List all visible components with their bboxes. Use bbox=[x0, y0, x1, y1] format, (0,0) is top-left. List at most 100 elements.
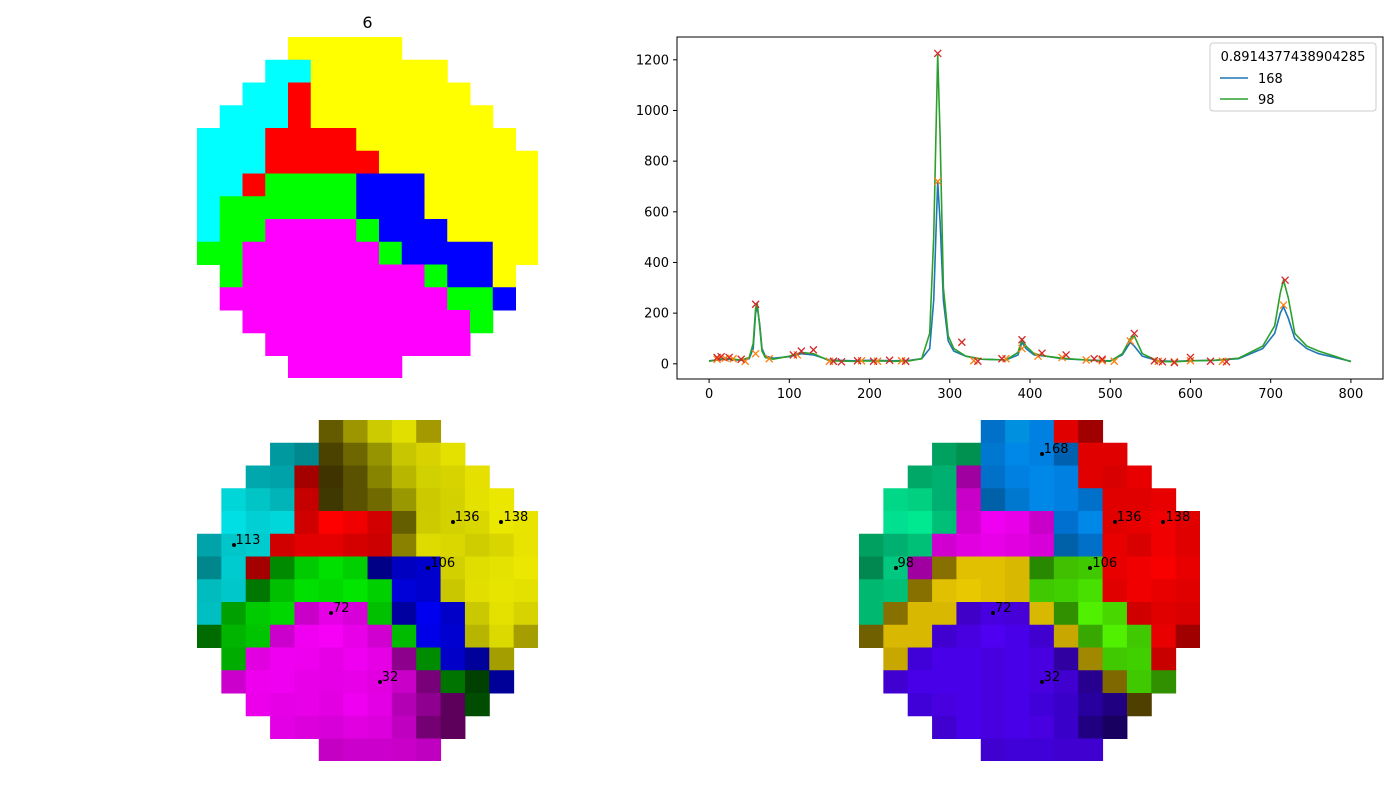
heatmap-cell bbox=[1078, 420, 1104, 444]
heatmap-cell bbox=[416, 511, 442, 535]
heatmap-cell bbox=[1029, 420, 1055, 444]
grid-cell bbox=[242, 264, 266, 288]
heatmap-cell bbox=[932, 442, 957, 466]
heatmap-cell bbox=[1078, 670, 1104, 694]
heatmap-cell bbox=[221, 670, 247, 694]
heatmap-cell bbox=[464, 488, 490, 512]
grid-cell bbox=[333, 37, 357, 61]
grid-cell bbox=[401, 105, 425, 129]
grid-cell bbox=[470, 150, 494, 174]
grid-cell bbox=[288, 105, 312, 129]
grid-cell bbox=[424, 310, 448, 334]
heatmap-cell bbox=[343, 488, 368, 512]
heatmap-cell bbox=[932, 715, 957, 739]
heatmap-cell bbox=[270, 579, 295, 603]
heatmap-cell bbox=[416, 670, 442, 694]
heatmap-cell bbox=[1005, 465, 1030, 489]
bottom-right-heatmap-grid bbox=[859, 420, 1200, 761]
grid-cell bbox=[288, 196, 312, 220]
heatmap-cell bbox=[270, 442, 295, 466]
grid-cell bbox=[447, 219, 471, 243]
heatmap-cell bbox=[318, 624, 344, 648]
heatmap-cell bbox=[1053, 670, 1079, 694]
pin-label: 138 bbox=[503, 510, 529, 526]
heatmap-cell bbox=[294, 715, 320, 739]
heatmap-cell bbox=[1078, 488, 1104, 512]
heatmap-cell bbox=[440, 488, 466, 512]
grid-cell bbox=[242, 128, 266, 152]
grid-cell bbox=[333, 219, 357, 243]
grid-cell bbox=[470, 128, 494, 152]
peak-marker-red bbox=[1018, 335, 1026, 344]
peak-marker-red bbox=[1038, 349, 1046, 358]
heatmap-cell bbox=[294, 602, 320, 626]
peak-marker-red bbox=[1062, 350, 1071, 359]
heatmap-cell bbox=[956, 488, 982, 512]
grid-cell bbox=[265, 287, 289, 311]
heatmap-cell bbox=[245, 602, 271, 626]
pin-marker bbox=[328, 611, 333, 616]
heatmap-cell bbox=[416, 693, 442, 717]
heatmap-cell bbox=[1078, 533, 1104, 557]
heatmap-cell bbox=[956, 533, 982, 557]
grid-cell bbox=[379, 59, 403, 83]
top-segmentation-grid bbox=[197, 37, 538, 378]
heatmap-cell bbox=[294, 624, 320, 648]
heatmap-cell bbox=[245, 579, 271, 603]
grid-cell bbox=[470, 196, 494, 220]
grid-cell bbox=[379, 332, 403, 356]
heatmap-cell bbox=[932, 511, 957, 535]
grid-cell bbox=[288, 332, 312, 356]
pin-label: 32 bbox=[381, 669, 399, 685]
peak-marker-red bbox=[829, 357, 838, 366]
heatmap-cell bbox=[391, 602, 417, 626]
heatmap-cell bbox=[1102, 556, 1128, 580]
peak-marker-red bbox=[1090, 354, 1099, 363]
heatmap-cell bbox=[464, 465, 490, 489]
heatmap-cell bbox=[343, 715, 368, 739]
peak-marker-red bbox=[837, 357, 846, 366]
grid-cell bbox=[242, 105, 266, 129]
grid-cell bbox=[470, 105, 494, 129]
heatmap-cell bbox=[1005, 647, 1030, 671]
grid-cell bbox=[219, 150, 243, 174]
grid-cell bbox=[447, 287, 471, 311]
heatmap-cell bbox=[1053, 647, 1079, 671]
grid-cell bbox=[356, 310, 380, 334]
heatmap-cell bbox=[932, 693, 957, 717]
grid-cell bbox=[333, 105, 357, 129]
heatmap-cell bbox=[464, 693, 490, 717]
heatmap-cell bbox=[343, 511, 368, 535]
x-tick-label: 300 bbox=[937, 387, 962, 402]
peak-marker-red bbox=[717, 352, 726, 361]
heatmap-cell bbox=[367, 465, 393, 489]
heatmap-cell bbox=[489, 533, 515, 557]
heatmap-cell bbox=[489, 647, 515, 671]
peak-marker-red bbox=[933, 49, 942, 58]
heatmap-cell bbox=[1126, 670, 1152, 694]
heatmap-cell bbox=[1053, 624, 1079, 648]
pin-label: 106 bbox=[430, 555, 456, 571]
heatmap-cell bbox=[932, 602, 957, 626]
heatmap-cell bbox=[294, 693, 320, 717]
heatmap-cell bbox=[221, 556, 247, 580]
heatmap-cell bbox=[489, 488, 515, 512]
heatmap-cell bbox=[1102, 465, 1128, 489]
grid-cell bbox=[379, 310, 403, 334]
grid-cell bbox=[197, 150, 221, 174]
grid-cell bbox=[401, 219, 425, 243]
heatmap-cell bbox=[270, 715, 295, 739]
heatmap-cell bbox=[270, 488, 295, 512]
pin-marker bbox=[426, 565, 431, 570]
heatmap-cell bbox=[343, 647, 368, 671]
heatmap-cell bbox=[221, 488, 247, 512]
grid-cell bbox=[379, 128, 403, 152]
heatmap-cell bbox=[197, 579, 222, 603]
grid-cell bbox=[379, 37, 403, 61]
peak-marker-red bbox=[1150, 356, 1159, 365]
grid-cell bbox=[219, 264, 243, 288]
heatmap-cell bbox=[956, 556, 982, 580]
grid-cell bbox=[265, 128, 289, 152]
x-tick-label: 0 bbox=[705, 387, 713, 402]
grid-cell bbox=[356, 128, 380, 152]
